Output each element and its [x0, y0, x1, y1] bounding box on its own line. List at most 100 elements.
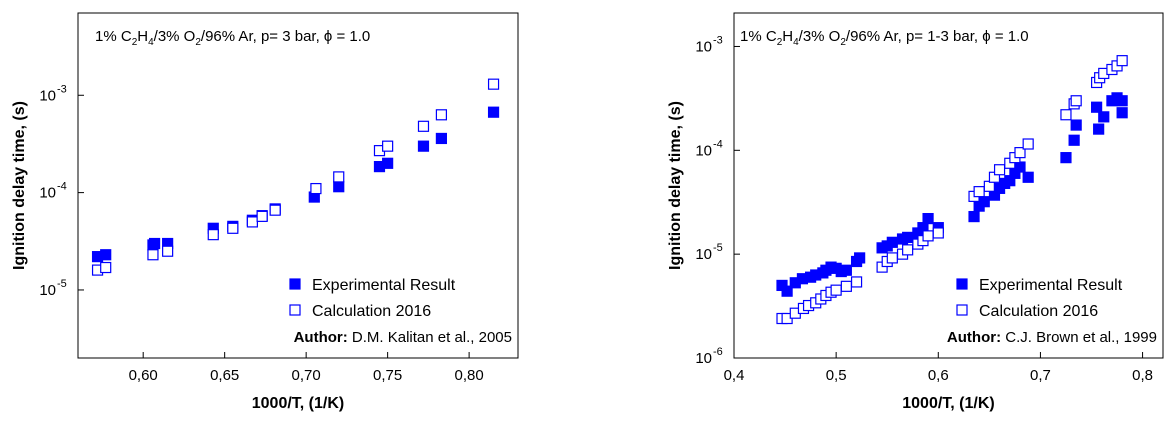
chart-title: 1% C2H4/3% O2/96% Ar, p= 3 bar, ϕ = 1.0 [95, 28, 370, 48]
data-point [417, 120, 430, 132]
plot-frame [733, 12, 1164, 359]
author-label: Author: [294, 329, 348, 346]
data-point [781, 285, 793, 297]
x-tick-label: 0,7 [1030, 367, 1051, 384]
data-point [1014, 147, 1026, 159]
x-tick-label: 0,4 [724, 367, 745, 384]
y-tick-base: 10 [39, 282, 56, 299]
x-tick-label: 0,80 [455, 367, 484, 384]
title-part: H [782, 28, 793, 45]
data-point [830, 284, 842, 296]
author-note: Author: C.J. Brown et al., 1999 [947, 329, 1157, 346]
y-tick-base: 10 [695, 246, 712, 263]
data-point [148, 237, 161, 250]
data-point [417, 140, 430, 152]
title-part: /96% Ar, p= 1-3 bar, ϕ = 1.0 [846, 28, 1029, 45]
title-part: 1% C [95, 28, 132, 45]
y-tick-exponent: -3 [57, 83, 67, 95]
data-point [850, 276, 863, 288]
data-point [968, 210, 980, 223]
data-point [487, 78, 500, 90]
data-point [1022, 138, 1034, 150]
chart-title: 1% C2H4/3% O2/96% Ar, p= 1-3 bar, ϕ = 1.… [740, 28, 1029, 48]
x-tick-label: 0,6 [928, 367, 949, 384]
data-point [1091, 101, 1103, 113]
y-tick-exponent: -5 [57, 278, 67, 290]
x-tick-label: 0,70 [292, 367, 321, 384]
x-tick-label: 0,75 [373, 367, 402, 384]
data-point [1116, 107, 1128, 119]
data-point [1116, 55, 1128, 67]
data-point [902, 231, 914, 243]
title-part: /96% Ar, p= 3 bar, ϕ = 1.0 [201, 28, 370, 45]
y-tick-base: 10 [695, 38, 712, 55]
data-point [310, 182, 322, 195]
data-point [435, 132, 448, 145]
y-tick-exponent: -4 [713, 138, 723, 150]
x-tick-label: 0,5 [826, 367, 847, 384]
title-part: /3% O [799, 28, 841, 45]
title-subscript: 2 [840, 37, 846, 48]
data-point [1060, 152, 1072, 164]
y-tick-base: 10 [39, 185, 56, 202]
x-axis-label: 1000/T, (1/K) [902, 395, 994, 412]
data-point [487, 106, 500, 118]
title-part: H [137, 28, 148, 45]
x-tick-label: 0,8 [1132, 367, 1153, 384]
y-tick-exponent: -6 [713, 346, 723, 358]
data-point [1014, 161, 1026, 173]
data-point [162, 245, 174, 257]
author-label: Author: [947, 329, 1001, 346]
data-point [973, 186, 985, 198]
x-tick-label: 0,60 [129, 367, 158, 384]
data-point [382, 140, 394, 152]
data-point [978, 196, 990, 208]
y-tick-label: 10 [695, 142, 712, 159]
author-note: Author: D.M. Kalitan et al., 2005 [294, 329, 512, 346]
legend-label: Calculation 2016 [312, 303, 431, 320]
data-point [886, 252, 898, 264]
data-point [100, 261, 112, 274]
data-point [435, 109, 448, 121]
data-point [922, 230, 934, 242]
data-point [1022, 171, 1034, 183]
title-subscript: 2 [195, 37, 201, 48]
author-name: C.J. Brown et al., 1999 [1005, 329, 1157, 346]
data-point [1068, 134, 1080, 146]
legend-marker [956, 304, 968, 316]
y-tick-label: 10 [39, 87, 56, 104]
data-point [382, 157, 394, 169]
data-point [1093, 123, 1105, 135]
data-point [902, 244, 914, 256]
title-subscript: 2 [777, 37, 783, 48]
data-point [333, 181, 345, 193]
chart: 0,4 0,5 0,6 0,7 0,810-610-510-410-3 1% C2H4/3… [667, 12, 1164, 412]
data-point [1116, 95, 1128, 107]
data-point [854, 252, 866, 264]
data-point [922, 212, 934, 225]
data-point [100, 249, 112, 261]
legend-marker [289, 278, 301, 290]
y-axis-label: Ignition delay time, (s) [667, 101, 684, 270]
legend-marker [956, 278, 968, 290]
title-subscript: 2 [132, 37, 138, 48]
data-point [1070, 119, 1082, 131]
plot-frame [77, 12, 519, 359]
legend-marker [289, 304, 301, 316]
title-part: 1% C [740, 28, 777, 45]
data-point [269, 204, 281, 216]
title-subscript: 4 [793, 37, 799, 48]
legend-label: Experimental Result [312, 277, 456, 294]
y-tick-exponent: -3 [713, 34, 723, 46]
title-part: /3% O [154, 28, 196, 45]
legend-label: Experimental Result [979, 277, 1123, 294]
data-point [840, 264, 852, 276]
x-axis-label: 1000/T, (1/K) [252, 395, 344, 412]
data-point [1060, 109, 1072, 121]
y-tick-base: 10 [695, 350, 712, 367]
data-point [207, 229, 219, 241]
y-tick-exponent: -5 [713, 242, 723, 254]
data-point [1098, 111, 1110, 123]
